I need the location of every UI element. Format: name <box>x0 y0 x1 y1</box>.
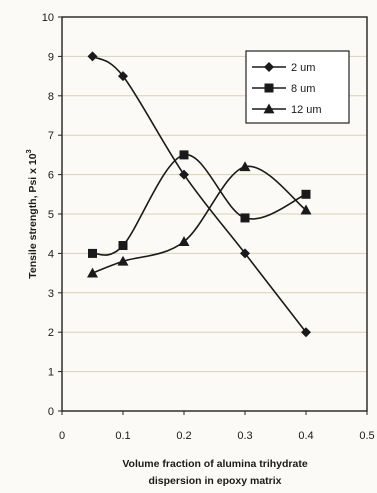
y-axis-label: Tensile strength, Psi x 103 <box>24 149 39 278</box>
x-tick-label-0: 0 <box>59 430 65 442</box>
x-tick-label-4: 0.4 <box>298 430 313 442</box>
y-axis-label-superscript: 3 <box>24 149 33 153</box>
x-tick-label-2: 0.2 <box>176 430 191 442</box>
legend-marker-8-um <box>264 83 274 93</box>
data-point-8-um-4 <box>301 189 311 199</box>
y-tick-label-2: 2 <box>48 327 54 339</box>
data-point-12-um-2 <box>178 236 190 246</box>
legend: 2 um 8 um 12 um <box>245 50 350 124</box>
x-tick-label-5: 0.5 <box>359 430 374 442</box>
legend-item-12-um: 12 um <box>252 103 322 116</box>
data-point-2-um-2 <box>179 169 189 180</box>
data-point-2-um-1 <box>118 71 128 82</box>
x-tick-label-3: 0.3 <box>237 430 252 442</box>
legend-marker-2-um <box>264 62 274 72</box>
y-tick-label-0: 0 <box>48 406 54 418</box>
x-axis-ticks: 0 0.1 0.2 0.3 0.4 0.5 <box>59 411 375 442</box>
data-point-8-um-2 <box>179 150 189 160</box>
legend-label-12-um: 12 um <box>291 104 322 116</box>
y-axis-label-main: Tensile strength, Psi x 10 <box>27 153 39 278</box>
data-point-12-um-3 <box>239 161 251 172</box>
data-point-8-um-3 <box>240 213 250 223</box>
x-axis-label-line-2: dispersion in epoxy matrix <box>148 475 281 487</box>
legend-label-8-um: 8 um <box>291 83 315 95</box>
series-8-um <box>88 150 311 258</box>
y-tick-label-10: 10 <box>42 12 54 24</box>
series-12-um <box>87 161 312 278</box>
data-point-2-um-0 <box>87 51 98 62</box>
legend-box <box>245 50 350 124</box>
y-tick-label-3: 3 <box>48 288 54 300</box>
data-point-12-um-4 <box>300 204 312 215</box>
legend-item-8-um: 8 um <box>252 83 315 95</box>
y-tick-label-6: 6 <box>48 170 54 182</box>
series-line-12-um <box>92 165 307 274</box>
y-axis-ticks: 0 1 2 3 4 5 6 7 8 9 10 <box>42 12 62 418</box>
data-point-2-um-3 <box>240 248 250 259</box>
data-point-2-um-4 <box>301 327 311 338</box>
y-tick-label-4: 4 <box>48 248 54 260</box>
y-tick-label-7: 7 <box>48 130 54 142</box>
legend-marker-12-um <box>263 103 275 114</box>
legend-item-2-um: 2 um <box>252 62 315 74</box>
y-tick-label-9: 9 <box>48 51 54 63</box>
y-tick-label-8: 8 <box>48 91 54 103</box>
x-axis-label-line-1: Volume fraction of alumina trihydrate <box>122 458 307 470</box>
y-tick-label-5: 5 <box>48 209 54 221</box>
data-series <box>87 51 312 338</box>
y-tick-label-1: 1 <box>48 367 54 379</box>
series-line-8-um <box>92 154 307 256</box>
data-point-12-um-1 <box>117 255 129 266</box>
x-tick-label-1: 0.1 <box>115 430 130 442</box>
legend-label-2-um: 2 um <box>291 62 315 74</box>
series-2-um <box>87 51 311 338</box>
data-point-8-um-0 <box>88 248 97 258</box>
data-point-8-um-1 <box>118 241 128 251</box>
data-point-12-um-0 <box>87 267 98 278</box>
